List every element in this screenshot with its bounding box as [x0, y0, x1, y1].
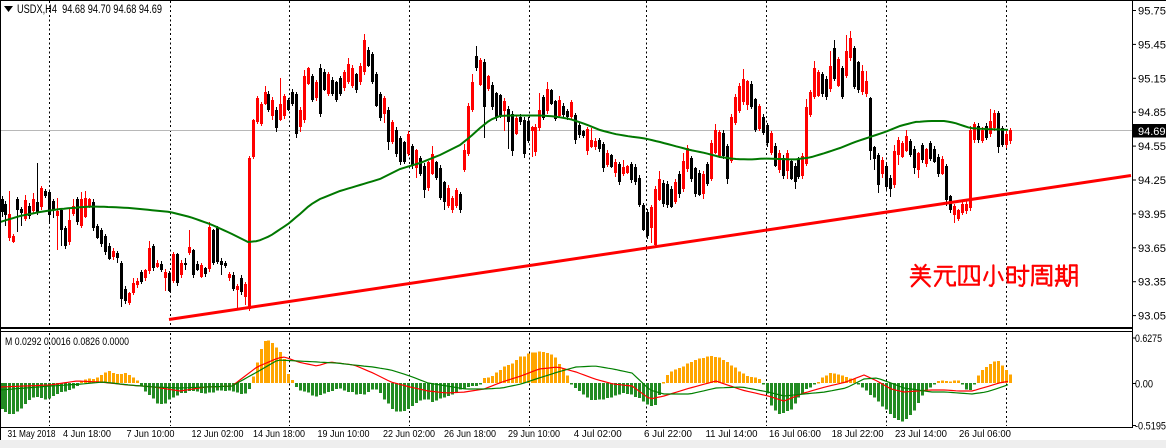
svg-text:12 Jun 02:00: 12 Jun 02:00 [192, 428, 244, 440]
svg-text:93.05: 93.05 [1138, 311, 1166, 323]
svg-text:94.85: 94.85 [1138, 107, 1166, 119]
svg-text:7 Jun 10:00: 7 Jun 10:00 [127, 428, 175, 440]
svg-text:4 Jul 02:00: 4 Jul 02:00 [574, 428, 622, 440]
svg-text:19 Jun 10:00: 19 Jun 10:00 [318, 428, 370, 440]
svg-text:26 Jul 06:00: 26 Jul 06:00 [959, 428, 1011, 440]
svg-text:95.75: 95.75 [1138, 6, 1166, 18]
svg-text:95.15: 95.15 [1138, 73, 1166, 85]
svg-text:93.35: 93.35 [1138, 277, 1166, 289]
svg-text:-0.5195: -0.5195 [1135, 421, 1166, 433]
svg-text:14 Jun 18:00: 14 Jun 18:00 [253, 428, 305, 440]
svg-text:95.45: 95.45 [1138, 39, 1166, 51]
svg-text:23 Jul 14:00: 23 Jul 14:00 [895, 428, 947, 440]
svg-text:93.95: 93.95 [1138, 209, 1166, 221]
svg-text:M 0.0292 0.0016 0.0826 0.0000: M 0.0292 0.0016 0.0826 0.0000 [5, 336, 129, 348]
svg-text:6 Jul 22:00: 6 Jul 22:00 [644, 428, 692, 440]
svg-text:USDX,H4 94.68 94.70 94.68 94.: USDX,H4 94.68 94.70 94.68 94.69 [17, 4, 162, 16]
svg-text:94.25: 94.25 [1138, 175, 1166, 187]
svg-text:94.55: 94.55 [1138, 141, 1166, 153]
svg-text:93.65: 93.65 [1138, 243, 1166, 255]
svg-text:22 Jun 02:00: 22 Jun 02:00 [383, 428, 435, 440]
svg-text:26 Jun 18:00: 26 Jun 18:00 [444, 428, 496, 440]
svg-text:18 Jul 22:00: 18 Jul 22:00 [832, 428, 884, 440]
svg-text:0.6275: 0.6275 [1135, 333, 1162, 345]
svg-text:11 Jul 14:00: 11 Jul 14:00 [706, 428, 758, 440]
svg-text:29 Jun 10:00: 29 Jun 10:00 [508, 428, 560, 440]
svg-text:16 Jul 06:00: 16 Jul 06:00 [769, 428, 821, 440]
svg-text:4 Jun 18:00: 4 Jun 18:00 [63, 428, 111, 440]
svg-text:94.69: 94.69 [1138, 126, 1166, 138]
svg-text:31 May 2018: 31 May 2018 [8, 428, 56, 440]
svg-text:0.00: 0.00 [1135, 379, 1153, 391]
